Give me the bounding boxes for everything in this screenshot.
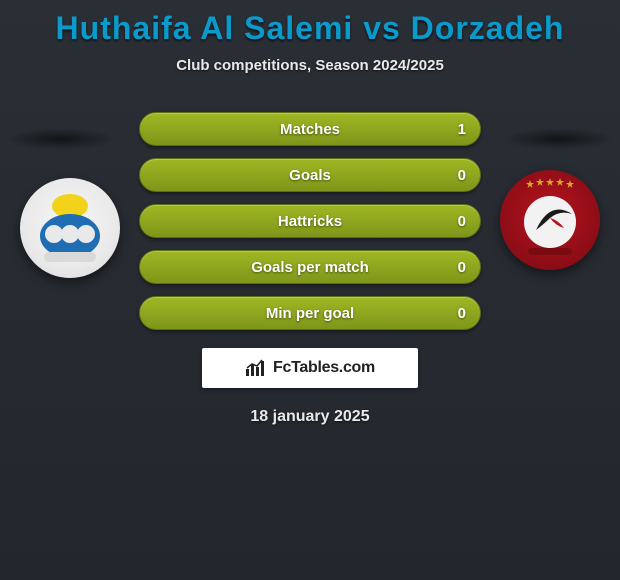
stat-label: Min per goal bbox=[266, 305, 354, 322]
stat-value-right: 0 bbox=[458, 305, 466, 322]
watermark-text: FcTables.com bbox=[273, 359, 375, 377]
stat-row-matches: Matches 1 bbox=[139, 112, 481, 146]
stat-label: Goals per match bbox=[251, 259, 369, 276]
bar-chart-icon bbox=[245, 359, 267, 377]
stat-label: Hattricks bbox=[278, 213, 342, 230]
stat-value-right: 0 bbox=[458, 213, 466, 230]
stat-value-right: 1 bbox=[458, 121, 466, 138]
stat-label: Goals bbox=[289, 167, 331, 184]
date: 18 january 2025 bbox=[0, 408, 620, 426]
stat-value-right: 0 bbox=[458, 167, 466, 184]
stat-row-hattricks: Hattricks 0 bbox=[139, 204, 481, 238]
page-title: Huthaifa Al Salemi vs Dorzadeh bbox=[0, 0, 620, 47]
crest-left-icon bbox=[20, 178, 120, 278]
subtitle: Club competitions, Season 2024/2025 bbox=[0, 57, 620, 74]
stat-row-goals: Goals 0 bbox=[139, 158, 481, 192]
stat-row-min-per-goal: Min per goal 0 bbox=[139, 296, 481, 330]
crest-right-icon bbox=[500, 170, 600, 270]
team-crest-left bbox=[20, 178, 120, 278]
player-left-shadow bbox=[6, 128, 116, 150]
player-right-shadow bbox=[504, 128, 614, 150]
stat-row-goals-per-match: Goals per match 0 bbox=[139, 250, 481, 284]
watermark: FcTables.com bbox=[202, 348, 418, 388]
stat-value-right: 0 bbox=[458, 259, 466, 276]
stat-label: Matches bbox=[280, 121, 340, 138]
team-crest-right bbox=[500, 170, 600, 270]
